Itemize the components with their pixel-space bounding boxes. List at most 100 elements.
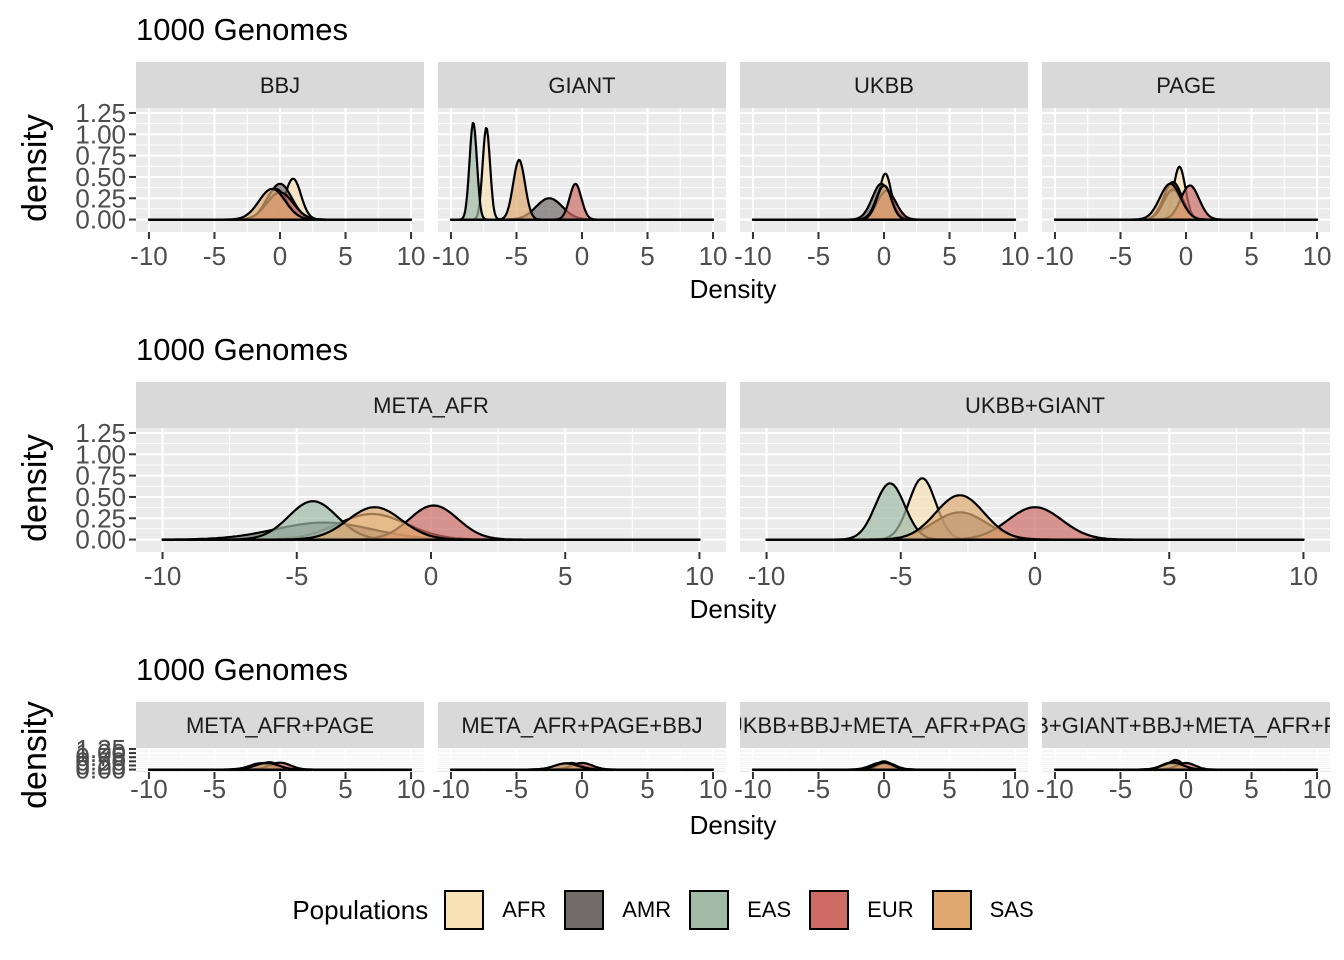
x-tick-label: 5 — [942, 774, 956, 804]
legend-label-afr: AFR — [502, 897, 547, 922]
x-tick-label: 0 — [1028, 561, 1042, 591]
facet-panel: BBJ -10 -5 0 5 10 — [130, 62, 426, 271]
x-tick-label: 10 — [1289, 561, 1318, 591]
y-tick-label: 0.25 — [75, 750, 126, 780]
x-tick-label: 0 — [575, 241, 589, 271]
facet-strip — [136, 62, 424, 108]
facet-panel: UKBB+GIANT+BBJ+META_AFR+PAGE -10 -5 0 5 10 — [989, 702, 1344, 804]
y-tick-label: 1.00 — [75, 119, 126, 149]
legend-label-eur: EUR — [867, 897, 914, 922]
chart-title: 1000 Genomes — [136, 12, 348, 47]
density-sas — [1053, 761, 1319, 771]
facet-strip — [438, 62, 726, 108]
panel-body — [438, 108, 726, 232]
x-tick-label: 5 — [1244, 774, 1258, 804]
y-axis-label: density — [16, 434, 54, 542]
facet-strip-label: PAGE — [1156, 73, 1216, 98]
legend-key-eas — [689, 890, 730, 930]
facet-panel: META_AFR+PAGE -10 -5 0 5 10 — [130, 702, 426, 804]
panel-body — [740, 747, 1028, 772]
panel-body — [136, 428, 726, 552]
facet-strip — [740, 702, 1028, 748]
legend-key-eur — [809, 890, 850, 930]
facet-panel: UKBB+BBJ+META_AFR+PAGE -10 -5 0 5 10 — [734, 702, 1030, 804]
y-tick-label: 0.00 — [75, 525, 126, 555]
x-tick-label: 5 — [338, 774, 352, 804]
x-tick-label: 5 — [1244, 241, 1258, 271]
x-tick-label: 5 — [558, 561, 572, 591]
panel-body — [136, 108, 424, 232]
legend-item-afr: AFR — [444, 890, 546, 930]
facet-panel: GIANT -10 -5 0 5 10 — [432, 62, 728, 271]
x-tick-label: 5 — [1162, 561, 1176, 591]
x-tick-label: 0 — [424, 561, 438, 591]
density-sas — [147, 761, 413, 771]
legend-item-eas: EAS — [689, 890, 791, 930]
facet-strip-label: UKBB+GIANT+BBJ+META_AFR+PAGE — [989, 713, 1344, 738]
x-tick-label: -5 — [889, 561, 912, 591]
x-tick-label: -5 — [203, 241, 226, 271]
legend-item-eur: EUR — [809, 890, 914, 930]
density-sas — [161, 506, 701, 541]
panel-body — [1042, 747, 1330, 772]
x-tick-label: -10 — [734, 241, 772, 271]
x-axis-label: Density — [690, 594, 777, 624]
facet-strip-label: META_AFR — [373, 393, 489, 418]
y-tick-label: 0.00 — [75, 205, 126, 235]
facet-panel: META_AFR -10 -5 0 5 10 — [136, 382, 726, 591]
legend-key-afr — [444, 890, 485, 930]
x-tick-label: 10 — [685, 561, 714, 591]
legend-label-eas: EAS — [747, 897, 792, 922]
density-sas — [449, 762, 715, 771]
facet-strip — [136, 382, 726, 428]
x-tick-label: -10 — [130, 241, 168, 271]
y-tick-label: 0.75 — [75, 141, 126, 171]
x-tick-label: -10 — [734, 774, 772, 804]
x-tick-label: 10 — [1001, 774, 1030, 804]
panel-body — [136, 747, 424, 772]
x-tick-label: -10 — [432, 241, 470, 271]
x-tick-label: 10 — [699, 241, 728, 271]
x-tick-label: -5 — [1109, 241, 1132, 271]
facet-strip — [1042, 702, 1330, 748]
x-tick-label: 5 — [640, 774, 654, 804]
x-tick-label: -10 — [1036, 241, 1074, 271]
y-axis-label: density — [16, 114, 54, 222]
facet-panel: UKBB+GIANT -10 -5 0 5 10 — [740, 382, 1330, 591]
x-tick-label: 10 — [1303, 241, 1332, 271]
legend-item-sas: SAS — [931, 890, 1034, 930]
facet-panel: PAGE -10 -5 0 5 10 — [1036, 62, 1332, 271]
facet-strip — [438, 702, 726, 748]
x-tick-label: -5 — [505, 774, 528, 804]
density-sas — [449, 158, 715, 221]
x-tick-label: 0 — [273, 774, 287, 804]
y-tick-label: 0.75 — [75, 461, 126, 491]
y-tick-label: 0.50 — [75, 162, 126, 192]
legend-label-amr: AMR — [622, 897, 672, 922]
x-axis-label: Density — [690, 810, 777, 840]
y-tick-label: 0.50 — [75, 482, 126, 512]
facet-strip-label: GIANT — [548, 73, 615, 98]
x-tick-label: -5 — [807, 774, 830, 804]
x-axis-label: Density — [690, 274, 777, 304]
panel-body — [740, 108, 1028, 232]
legend: Populations AFR AMR EAS EUR SAS — [0, 880, 1344, 940]
legend-title: Populations — [292, 894, 429, 925]
x-tick-label: -5 — [203, 774, 226, 804]
y-tick-label: 1.00 — [75, 738, 126, 768]
x-tick-label: 10 — [1303, 774, 1332, 804]
y-axis-label: density — [16, 701, 54, 809]
x-tick-label: -10 — [432, 774, 470, 804]
density-sas — [147, 187, 413, 221]
x-tick-label: 5 — [640, 241, 654, 271]
x-tick-label: -5 — [285, 561, 308, 591]
x-tick-label: 5 — [942, 241, 956, 271]
legend-key-amr — [564, 890, 605, 930]
facet-strip — [740, 62, 1028, 108]
x-tick-label: -10 — [144, 561, 182, 591]
panel-body — [438, 747, 726, 772]
x-tick-label: 0 — [877, 241, 891, 271]
density-sas — [751, 184, 1017, 221]
panel-body — [740, 428, 1330, 552]
